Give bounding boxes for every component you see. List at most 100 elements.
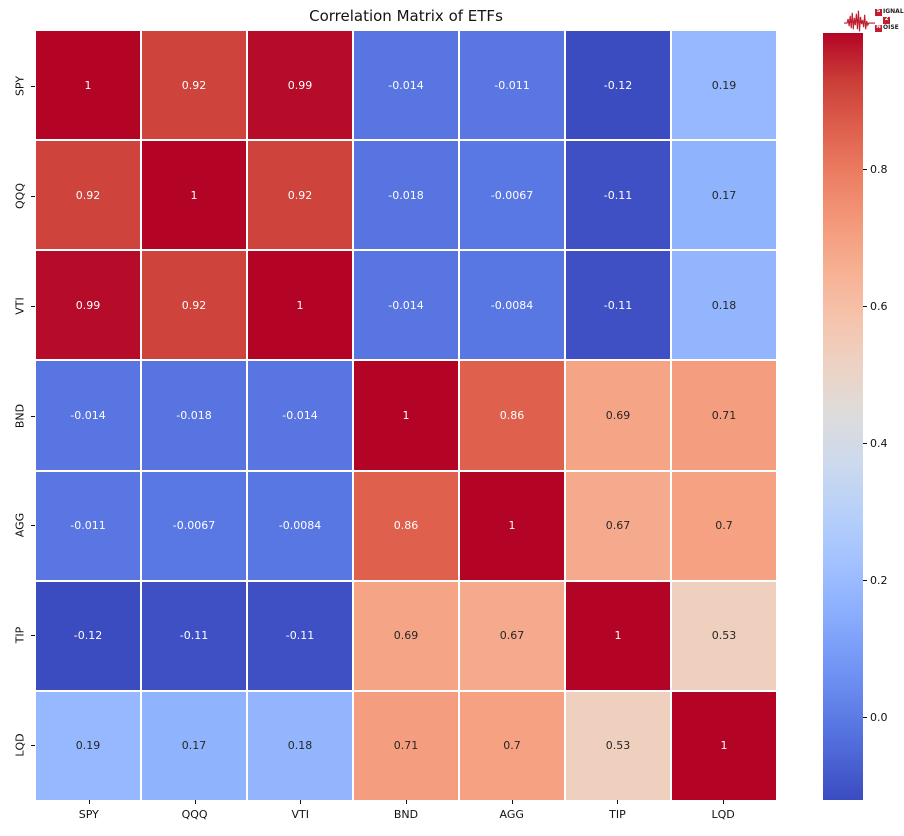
heatmap-cell-SPY-SPY: 1 (36, 31, 140, 140)
y-axis-tick (31, 635, 35, 637)
heatmap-cell-VTI-SPY: 0.99 (36, 251, 140, 360)
colorbar-tick (863, 717, 867, 719)
colorbar-tick-label-0.4: 0.4 (870, 436, 888, 450)
logo-text: S IGNAL 2 N OISE (875, 8, 904, 33)
logo-line-2: 2 (883, 16, 904, 24)
x-tick-label-BND: BND (393, 808, 419, 821)
heatmap-cell-AGG-SPY: -0.011 (36, 471, 140, 580)
colorbar-tick (863, 169, 867, 171)
colorbar-tick-label-0.8: 0.8 (870, 162, 888, 176)
colorbar-tick (863, 306, 867, 308)
heatmap-cell-QQQ-TIP: -0.11 (566, 141, 670, 250)
heatmap-cell-VTI-VTI: 1 (248, 251, 352, 360)
heatmap-cell-BND-TIP: 0.69 (566, 361, 670, 470)
heatmap-cell-QQQ-LQD: 0.17 (672, 141, 776, 250)
y-axis-tick (31, 415, 35, 417)
signal2noise-logo: S IGNAL 2 N OISE (844, 0, 904, 37)
x-axis-tick (406, 800, 407, 804)
y-axis-tick (31, 85, 35, 87)
heatmap-cell-AGG-QQQ: -0.0067 (142, 471, 246, 580)
x-axis-tick (300, 800, 302, 804)
heatmap-cell-SPY-VTI: 0.99 (248, 31, 352, 140)
y-tick-label-BND: BND (13, 403, 27, 428)
heatmap-cell-QQQ-QQQ: 1 (142, 141, 246, 250)
heatmap-cell-LQD-VTI: 0.18 (248, 691, 352, 800)
heatmap-cell-QQQ-AGG: -0.0067 (460, 141, 564, 250)
heatmap-cell-TIP-SPY: -0.12 (36, 581, 140, 690)
heatmap-cell-VTI-LQD: 0.18 (672, 251, 776, 360)
heatmap-cell-LQD-QQQ: 0.17 (142, 691, 246, 800)
logo-badge-n: N (875, 24, 882, 32)
colorbar-tick-label-0.0: 0.0 (870, 710, 888, 724)
y-tick-label-TIP: TIP (13, 626, 27, 644)
heatmap-cell-SPY-TIP: -0.12 (566, 31, 670, 140)
heatmap-cell-LQD-AGG: 0.7 (460, 691, 564, 800)
heatmap-cell-SPY-LQD: 0.19 (672, 31, 776, 140)
heatmap-cell-AGG-AGG: 1 (460, 471, 564, 580)
y-tick-label-AGG: AGG (13, 513, 27, 538)
heatmap-cell-SPY-AGG: -0.011 (460, 31, 564, 140)
y-axis-tick (31, 305, 35, 307)
heatmap-grid: 1 0.92 0.99 -0.014 -0.011 -0.12 0.19 0.92 1 0.92-… (36, 31, 776, 800)
heatmap-cell-LQD-TIP: 0.53 (566, 691, 670, 800)
x-axis-tick (723, 800, 725, 804)
y-tick-label-SPY: SPY (13, 75, 27, 96)
heatmap-cell-TIP-AGG: 0.67 (460, 581, 564, 690)
logo-line-signal: S IGNAL (875, 8, 904, 16)
y-tick-label-LQD: LQD (13, 733, 27, 757)
y-axis-tick (31, 745, 35, 747)
heatmap-cell-LQD-LQD: 1 (672, 691, 776, 800)
y-axis-tick (31, 195, 35, 197)
heatmap-cell-QQQ-VTI: 0.92 (248, 141, 352, 250)
heatmap-cell-TIP-QQQ: -0.11 (142, 581, 246, 690)
colorbar-tick-label-0.6: 0.6 (870, 299, 888, 313)
x-axis-tick (194, 800, 196, 804)
logo-badge-2: 2 (883, 16, 890, 24)
heatmap-cell-VTI-QQQ: 0.92 (142, 251, 246, 360)
heatmap-cell-LQD-SPY: 0.19 (36, 691, 140, 800)
y-axis-tick (31, 525, 35, 527)
heatmap-cell-VTI-AGG: -0.0084 (460, 251, 564, 360)
heatmap-cell-VTI-TIP: -0.11 (566, 251, 670, 360)
heatmap-cell-AGG-BND: 0.86 (354, 471, 458, 580)
colorbar-tick (863, 443, 867, 445)
heatmap-cell-SPY-QQQ: 0.92 (142, 31, 246, 140)
x-tick-label-SPY: SPY (78, 808, 99, 821)
colorbar-tick (863, 580, 867, 582)
heatmap-cell-BND-QQQ: -0.018 (142, 361, 246, 470)
heatmap-cell-TIP-VTI: -0.11 (248, 581, 352, 690)
heatmap-cell-VTI-BND: -0.014 (354, 251, 458, 360)
y-tick-label-VTI: VTI (13, 296, 27, 315)
x-axis-tick (88, 800, 90, 804)
logo-badge-s: S (875, 8, 882, 16)
logo-text-oise: OISE (883, 24, 899, 31)
heatmap-cell-QQQ-BND: -0.018 (354, 141, 458, 250)
x-tick-label-TIP: TIP (609, 808, 626, 821)
x-axis-tick (617, 800, 619, 804)
heatmap-cell-LQD-BND: 0.71 (354, 691, 458, 800)
heatmap-cell-AGG-LQD: 0.7 (672, 471, 776, 580)
x-tick-label-AGG: AGG (499, 808, 524, 821)
heatmap-cell-SPY-BND: -0.014 (354, 31, 458, 140)
chart-title: Correlation Matrix of ETFs (309, 7, 503, 25)
logo-line-noise: N OISE (875, 24, 904, 32)
x-tick-label-QQQ: QQQ (181, 808, 208, 821)
heatmap-cell-QQQ-SPY: 0.92 (36, 141, 140, 250)
heatmap-cell-BND-VTI: -0.014 (248, 361, 352, 470)
heatmap-cell-AGG-VTI: -0.0084 (248, 471, 352, 580)
ecg-waveform-icon (844, 10, 875, 32)
colorbar-tick-label-0.2: 0.2 (870, 573, 888, 587)
heatmap-cell-BND-LQD: 0.71 (672, 361, 776, 470)
y-tick-label-QQQ: QQQ (13, 182, 27, 209)
heatmap-cell-BND-BND: 1 (354, 361, 458, 470)
colorbar (823, 33, 863, 800)
x-axis-tick (511, 800, 513, 804)
heatmap-cell-TIP-BND: 0.69 (354, 581, 458, 690)
heatmap-cell-BND-SPY: -0.014 (36, 361, 140, 470)
x-tick-label-LQD: LQD (711, 808, 735, 821)
heatmap-cell-BND-AGG: 0.86 (460, 361, 564, 470)
heatmap-cell-TIP-LQD: 0.53 (672, 581, 776, 690)
heatmap-cell-TIP-TIP: 1 (566, 581, 670, 690)
x-tick-label-VTI: VTI (291, 808, 310, 821)
